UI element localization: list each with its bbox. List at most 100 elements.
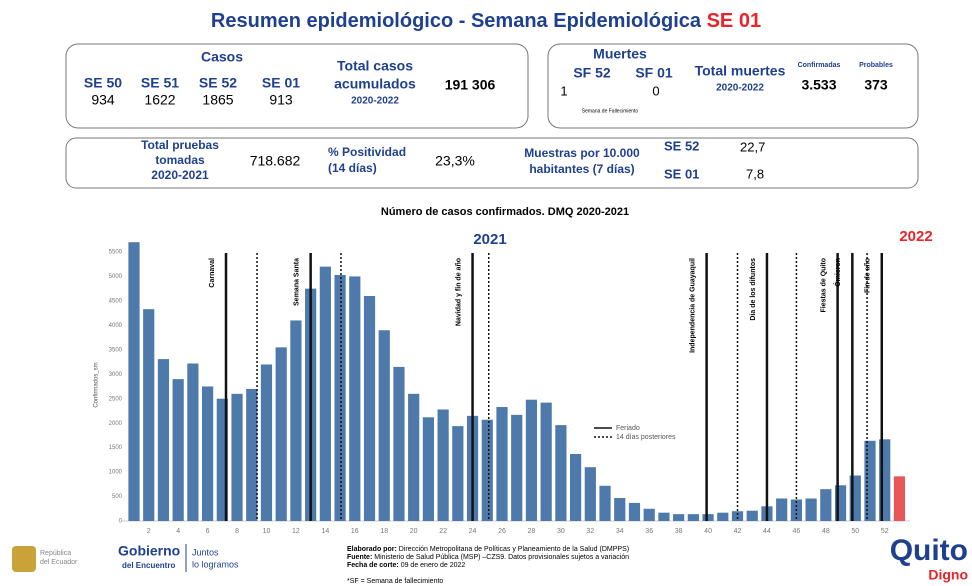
footer-label: Elaborado por: — [347, 546, 397, 553]
tests-value: 718.682 — [250, 153, 301, 169]
week-label: SE 01 — [262, 75, 300, 91]
deaths-period: 2020-2022 — [716, 83, 764, 94]
x-tick-label: 14 — [321, 528, 329, 535]
y-tick-label: 2500 — [109, 396, 123, 402]
bar — [746, 510, 758, 521]
y-tick-label: 4500 — [109, 298, 123, 304]
bar — [584, 467, 596, 521]
title-highlight: SE 01 — [707, 10, 761, 32]
logo-text: Juntos — [192, 547, 219, 557]
logo-text: Gobierno — [118, 543, 180, 559]
bar — [437, 409, 449, 521]
x-tick-label: 2 — [147, 528, 151, 535]
x-tick-label: 18 — [380, 528, 388, 535]
y-tick-label: 3000 — [109, 372, 123, 378]
x-tick-label: 28 — [528, 528, 536, 535]
bar — [290, 320, 302, 521]
footer-text: Dirección Metropolitana de Políticas y P… — [399, 546, 629, 553]
bar — [658, 512, 670, 521]
total-period: 2020-2022 — [351, 96, 399, 107]
bar — [702, 514, 714, 521]
x-tick-label: 12 — [292, 528, 300, 535]
bar — [893, 476, 906, 521]
holiday-label: Independencia de Guayaquil — [689, 258, 696, 353]
x-tick-label: 32 — [586, 528, 594, 535]
bar — [481, 419, 493, 521]
bar — [776, 498, 788, 521]
confirmed-deaths: 3.533 — [801, 77, 836, 93]
bar — [849, 475, 861, 521]
y-axis-label: Confirmados_sm — [94, 362, 100, 407]
x-tick-label: 10 — [263, 528, 271, 535]
cases-box — [65, 43, 529, 129]
logo-text: República — [40, 550, 71, 557]
bar — [879, 439, 891, 521]
bar — [334, 274, 346, 521]
samples-label: habitantes (7 días) — [529, 162, 634, 176]
samples-label: Muestras por 10.000 — [524, 146, 640, 160]
week-value: 1622 — [144, 92, 175, 108]
x-tick-label: 38 — [675, 528, 683, 535]
bar — [511, 414, 523, 521]
bar — [820, 489, 832, 521]
x-tick-label: 46 — [793, 528, 801, 535]
x-tick-label: 52 — [881, 528, 889, 535]
logo-text: lo logramos — [192, 559, 239, 569]
sample-value: 7,8 — [746, 166, 764, 181]
holiday-label: Fin de año — [865, 258, 872, 293]
y-tick-label: 500 — [112, 494, 123, 500]
logo-text: Quito — [890, 534, 968, 567]
holiday-label: Carnaval — [209, 258, 216, 288]
holiday-label: Ómicron — [833, 258, 842, 287]
week-label: SE 51 — [141, 75, 179, 91]
x-tick-label: 22 — [439, 528, 447, 535]
bar — [496, 407, 508, 521]
logo-text: del Encuentro — [122, 561, 175, 570]
footer-note: *SF = Semana de fallecimiento — [347, 578, 443, 585]
bar — [614, 498, 626, 521]
bar — [408, 393, 420, 521]
bar — [187, 363, 199, 521]
bar — [231, 393, 243, 521]
logo-text: del Ecuador — [40, 559, 78, 566]
logo-text: Digno — [928, 567, 968, 583]
x-tick-label: 20 — [410, 528, 418, 535]
chart-title: Número de casos confirmados. DMQ 2020-20… — [381, 206, 629, 218]
x-tick-label: 36 — [645, 528, 653, 535]
x-tick-label: 48 — [822, 528, 830, 535]
title: Resumen epidemiológico - Semana Epidemio… — [211, 10, 761, 32]
sample-week: SE 01 — [664, 166, 699, 181]
bar — [834, 485, 847, 521]
tests-label: tomadas — [155, 153, 205, 167]
bar — [570, 453, 582, 521]
x-tick-label: 50 — [851, 528, 859, 535]
deaths-total-label: Total muertes — [695, 63, 786, 79]
bar — [157, 359, 170, 521]
bar — [422, 417, 434, 521]
x-tick-label: 24 — [469, 528, 477, 535]
footer-line: Fuente: Ministerio de Salud Pública (MSP… — [347, 554, 629, 561]
footer-line: Fecha de corte: 09 de enero de 2022 — [347, 562, 465, 569]
week-label: SE 50 — [84, 75, 122, 91]
total-label: Total casos — [337, 58, 413, 74]
deaths-label: Muertes — [593, 46, 647, 62]
footer-label: Fecha de corte: — [347, 562, 399, 569]
title-text: Resumen epidemiológico - Semana Epidemio… — [211, 10, 702, 32]
holiday-label: Día de los difuntos — [750, 258, 757, 321]
x-tick-label: 42 — [734, 528, 742, 535]
bar — [643, 508, 655, 521]
deaths-note: Semana de Fallecimiento — [582, 108, 639, 114]
sample-value: 22,7 — [740, 139, 765, 154]
probable-label: Probables — [859, 62, 893, 69]
y-tick-label: 1000 — [109, 470, 123, 476]
footer-text: 09 de enero de 2022 — [401, 562, 466, 569]
bar — [319, 266, 331, 521]
footer-label: Fuente: — [347, 554, 372, 561]
bar — [216, 398, 228, 521]
x-tick-label: 26 — [498, 528, 506, 535]
week-value: 1865 — [202, 92, 233, 108]
holiday-label: Fiestas de Quito — [820, 258, 827, 312]
bar — [540, 402, 552, 521]
legend-label: Feriado — [616, 425, 640, 432]
bar — [805, 498, 817, 521]
